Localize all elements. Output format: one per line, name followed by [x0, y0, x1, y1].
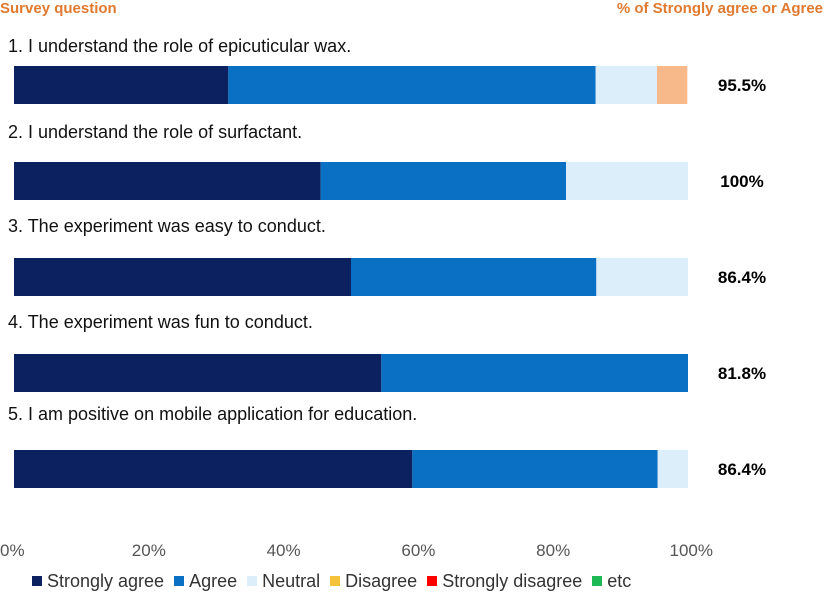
question-label: 4. The experiment was fun to conduct. [8, 312, 313, 332]
legend-swatch [592, 576, 603, 586]
x-tick-label: 20% [132, 541, 166, 560]
x-tick-label: 0% [0, 541, 25, 560]
legend-item: Neutral [247, 571, 320, 592]
legend-label: etc [607, 570, 632, 591]
legend-swatch [174, 576, 185, 586]
bar-segment [596, 258, 688, 296]
legend-item: Disagree [330, 571, 417, 592]
agree-percent-label: 95.5% [718, 76, 766, 95]
legend-label: Disagree [345, 570, 418, 591]
agree-percent-label: 86.4% [718, 460, 766, 479]
legend-label: Neutral [262, 570, 321, 591]
legend-swatch [32, 576, 42, 586]
left-header: Survey question [0, 0, 117, 17]
legend-item: Agree [174, 571, 237, 592]
legend-item: Strongly disagree [427, 571, 582, 592]
question-label: 2. I understand the role of surfactant. [8, 122, 302, 142]
legend-label: Strongly disagree [442, 570, 583, 591]
bar-segment [566, 162, 688, 200]
question-label: 5. I am positive on mobile application f… [8, 404, 417, 424]
agree-percent-label: 86.4% [718, 268, 766, 287]
stacked-bar-chart: 1. I understand the role of epicuticular… [0, 36, 766, 560]
bar-segment [381, 354, 688, 392]
legend-label: Agree [189, 570, 238, 591]
bar-segment [412, 450, 658, 488]
legend-swatch [330, 576, 341, 586]
legend-swatch [427, 576, 438, 586]
bar-segment [656, 66, 688, 104]
bar-segment [657, 450, 688, 488]
bar-segment [14, 258, 351, 296]
bar-segment [14, 162, 321, 200]
legend-swatch [247, 576, 258, 586]
bar-segment [14, 354, 382, 392]
bar-segment [351, 258, 597, 296]
legend-item: Strongly agree [32, 571, 164, 592]
bar-segment [14, 450, 413, 488]
legend-label: Strongly agree [47, 570, 165, 591]
right-header: % of Strongly agree or Agree [616, 0, 823, 17]
bar-segment [228, 66, 596, 104]
x-tick-label: 60% [401, 541, 435, 560]
question-label: 3. The experiment was easy to conduct. [8, 216, 326, 236]
x-tick-label: 40% [267, 541, 301, 560]
chart-legend: Strongly agree Agree Neutral Disagree Strong… [32, 571, 641, 591]
question-label: 1. I understand the role of epicuticular… [8, 36, 351, 56]
legend-item: etc [592, 571, 631, 592]
bar-segment [595, 66, 657, 104]
x-tick-label: 100% [670, 541, 713, 560]
bar-segment [320, 162, 567, 200]
agree-percent-label: 81.8% [718, 364, 766, 383]
agree-percent-label: 100% [720, 172, 763, 191]
x-tick-label: 80% [536, 541, 570, 560]
bar-segment [14, 66, 229, 104]
